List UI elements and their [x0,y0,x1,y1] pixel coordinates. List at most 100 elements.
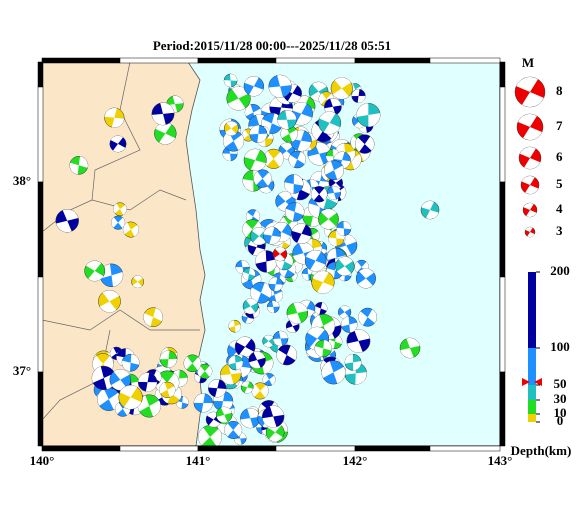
frame-segment [275,57,356,64]
frame-segment [429,445,501,452]
beachball-quadrant [255,250,278,273]
beachball-quadrant [263,335,274,348]
frame-segment [197,57,277,64]
beachball-quadrant [290,102,313,126]
beachball-quadrant [85,260,104,282]
beachball-quadrant [155,122,176,145]
beachball-quadrant [113,203,127,215]
map-frame [37,57,506,452]
beachball-quadrant [327,334,343,349]
beachball-quadrant [223,131,244,151]
beachball-quadrant [241,381,254,394]
beachball-quadrant [516,77,544,108]
beachball-quadrant [347,329,370,353]
title: Period:2015/11/28 00:00---2025/11/28 05:… [153,38,391,53]
beachball-quadrant [137,395,161,417]
frame-segment [354,57,431,64]
frame-segment [499,86,506,183]
depth-label: 100 [550,339,570,354]
frame-segment [37,181,44,278]
lat-label: 38° [13,173,31,188]
beachball-quadrant [104,107,125,128]
frame-segment [499,371,506,447]
beachball-quadrant [252,227,267,245]
beachball-quadrant [521,176,539,194]
beachball-quadrant [228,320,241,333]
beachball-quadrant [314,340,332,357]
beachball-quadrant [284,174,304,194]
beachball-quadrant [321,361,346,384]
beachball-quadrant [262,405,284,428]
beachball-quadrant [333,151,351,169]
beachball-quadrant [243,298,258,314]
depth-label: 200 [550,263,570,278]
beachball-quadrant [224,73,238,88]
beachball-quadrant [235,260,250,274]
frame-segment [41,445,121,452]
beachball-quadrant [344,354,362,371]
beachball-quadrant [244,148,267,172]
beachball-quadrant [285,202,305,222]
focal-mechanisms [55,73,440,446]
beachball-quadrant [355,136,375,152]
frame-segment [275,445,356,452]
beachball-quadrant [244,76,264,97]
beachball-quadrant [314,302,328,315]
beachball-quadrant [310,81,327,102]
beachball-quadrant [351,89,366,103]
depth-label: 50 [554,376,567,391]
legend-label: 4 [556,201,563,216]
beachball-quadrant [159,350,177,368]
legend-title: M [522,55,534,70]
beachball-quadrant [119,385,142,410]
beachball-quadrant [216,406,232,423]
beachball-quadrant [159,382,176,398]
beachball-quadrant [197,365,213,377]
frame-segment [499,181,506,278]
beachball-quadrant [69,156,88,175]
beachball-quadrant [234,432,247,445]
depth-label: 0 [557,413,564,428]
frame-segment [119,445,199,452]
legend-label: 5 [556,176,563,191]
depth-title: Depth(km) [511,443,572,458]
beachball-quadrant [324,161,344,180]
beachball-quadrant [110,135,126,153]
beachball-quadrant [97,388,121,410]
beachball-quadrant [356,103,381,127]
depth-marker [522,378,542,386]
beachball-quadrant [311,188,328,201]
beachball-quadrant [122,354,140,372]
beachball-quadrant [332,77,351,100]
beachball-quadrant [275,253,293,270]
frame-segment [197,445,277,452]
beachball-quadrant [253,171,272,186]
beachball-quadrant [308,142,331,166]
beachball-quadrant [176,396,189,409]
beachball-quadrant [198,427,222,446]
frame-segment [119,57,199,64]
depth-label: 10 [554,405,567,420]
beachball-quadrant [324,225,338,237]
beachball-quadrant [341,316,358,333]
beachball-quadrant [339,305,351,319]
beachball-quadrant [525,227,535,237]
beachball-quadrant [358,309,377,326]
beachball-quadrant [225,121,238,136]
beachball-quadrant [263,226,281,245]
beachball-quadrant [326,149,341,164]
beachball-quadrant [207,411,221,428]
beachball-quadrant [267,300,280,313]
beachball-quadrant [251,384,269,398]
map-area [42,62,500,446]
beachball-quadrant [274,247,286,261]
beachball-quadrant [310,171,330,191]
beachball-quadrant [193,393,213,413]
beachball-quadrant [336,221,352,236]
depth-band [528,385,536,400]
beachball-quadrant [272,222,291,242]
frame-segment [429,57,501,64]
frame-segment [499,61,506,88]
beachball-quadrant [357,268,374,289]
